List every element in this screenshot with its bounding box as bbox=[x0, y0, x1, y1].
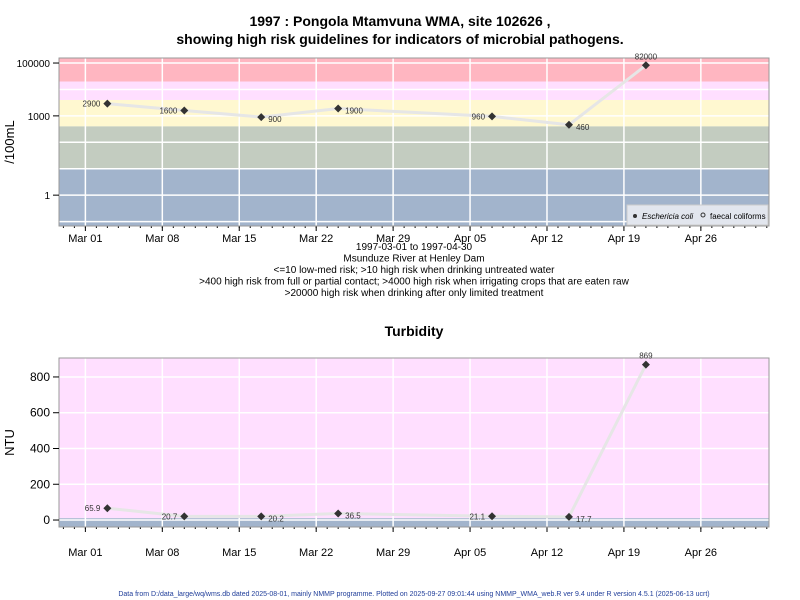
y-axis-label: /100mL bbox=[2, 120, 17, 163]
y-tick-label: 800 bbox=[30, 370, 50, 384]
x-tick-label: Mar 01 bbox=[68, 547, 102, 559]
x-tick-label: Apr 19 bbox=[608, 547, 640, 559]
data-point bbox=[334, 509, 343, 518]
data-label: 20.2 bbox=[268, 514, 284, 523]
data-point bbox=[488, 112, 497, 121]
data-point bbox=[564, 120, 573, 129]
x-tick-label: Apr 19 bbox=[608, 233, 640, 245]
x-tick-label: Apr 12 bbox=[531, 233, 563, 245]
y-tick-label: 0 bbox=[43, 513, 50, 527]
data-point bbox=[257, 512, 266, 521]
data-label: 82000 bbox=[635, 52, 658, 61]
risk-band bbox=[59, 358, 769, 519]
data-label: 1600 bbox=[159, 106, 177, 115]
data-point bbox=[103, 99, 112, 108]
x-tick-label: Apr 05 bbox=[454, 547, 486, 559]
x-tick-label: Mar 29 bbox=[376, 547, 410, 559]
data-point bbox=[257, 113, 266, 122]
x-axis-caption-line: <=10 low-med risk; >10 high risk when dr… bbox=[274, 265, 556, 276]
data-label: 36.5 bbox=[345, 511, 361, 520]
data-label: 21.1 bbox=[469, 512, 485, 521]
data-point bbox=[641, 61, 650, 70]
risk-band bbox=[59, 126, 769, 169]
legend-box bbox=[626, 204, 769, 226]
data-label: 869 bbox=[639, 352, 653, 361]
legend-entry-ecoli: Eschericia coli bbox=[642, 212, 693, 221]
legend-marker-filled bbox=[633, 214, 637, 218]
y-tick-label: 400 bbox=[30, 441, 50, 455]
x-tick-label: Apr 26 bbox=[685, 547, 717, 559]
data-point bbox=[103, 504, 112, 513]
x-axis-caption-line: Msunduze River at Henley Dam bbox=[343, 254, 484, 265]
data-point bbox=[334, 104, 343, 113]
x-tick-label: Mar 08 bbox=[145, 233, 179, 245]
x-tick-label: Apr 12 bbox=[531, 547, 563, 559]
x-tick-label: Apr 05 bbox=[454, 233, 486, 245]
y-tick-label: 200 bbox=[30, 477, 50, 491]
plot-panel-0 bbox=[53, 57, 770, 231]
legend-marker-open bbox=[700, 212, 706, 218]
data-point bbox=[488, 512, 497, 521]
chart-title-line1: 1997 : Pongola Mtamvuna WMA, site 102626… bbox=[249, 13, 550, 29]
x-tick-label: Mar 15 bbox=[222, 233, 256, 245]
x-tick-label: Mar 15 bbox=[222, 547, 256, 559]
x-axis-caption-line: 1997-03-01 to 1997-04-30 bbox=[356, 242, 473, 253]
data-label: 460 bbox=[576, 123, 590, 132]
y-tick-label: 1 bbox=[44, 191, 50, 202]
y-axis-label: NTU bbox=[2, 429, 17, 456]
plot-border bbox=[58, 57, 770, 227]
chart-title-line2: showing high risk guidelines for indicat… bbox=[176, 31, 623, 47]
turbidity-title: Turbidity bbox=[385, 323, 444, 339]
risk-band bbox=[59, 58, 769, 82]
data-point bbox=[564, 512, 573, 521]
x-tick-label: Mar 01 bbox=[68, 233, 102, 245]
risk-band bbox=[59, 81, 769, 100]
x-axis-caption-line: >400 high risk from full or partial cont… bbox=[199, 277, 629, 288]
y-tick-label: 600 bbox=[30, 406, 50, 420]
x-tick-label: Mar 08 bbox=[145, 547, 179, 559]
plot-border bbox=[58, 357, 770, 528]
footer-note: Data from D:/data_large/wq/wms.db dated … bbox=[118, 591, 709, 598]
data-label: 2900 bbox=[83, 100, 101, 109]
plot-panel-1 bbox=[53, 357, 770, 532]
data-point bbox=[180, 106, 189, 115]
data-point bbox=[180, 512, 189, 521]
data-label: 20.7 bbox=[162, 512, 178, 521]
risk-band bbox=[59, 518, 769, 527]
data-label: 960 bbox=[472, 112, 486, 121]
data-label: 65.9 bbox=[85, 504, 101, 513]
legend-entry-faecal-coliforms: faecal coliforms bbox=[710, 212, 766, 221]
x-tick-label: Apr 26 bbox=[685, 233, 717, 245]
data-point bbox=[641, 360, 650, 369]
x-tick-label: Mar 22 bbox=[299, 547, 333, 559]
x-axis-caption-line: >20000 high risk when drinking after onl… bbox=[285, 288, 544, 299]
x-tick-label: Mar 22 bbox=[299, 233, 333, 245]
data-label: 900 bbox=[268, 115, 282, 124]
y-tick-label: 100000 bbox=[17, 59, 51, 70]
x-tick-label: Mar 29 bbox=[376, 233, 410, 245]
legend bbox=[626, 204, 769, 226]
data-label: 17.7 bbox=[576, 515, 592, 524]
data-label: 1900 bbox=[345, 107, 363, 116]
y-tick-label: 1000 bbox=[28, 112, 51, 123]
